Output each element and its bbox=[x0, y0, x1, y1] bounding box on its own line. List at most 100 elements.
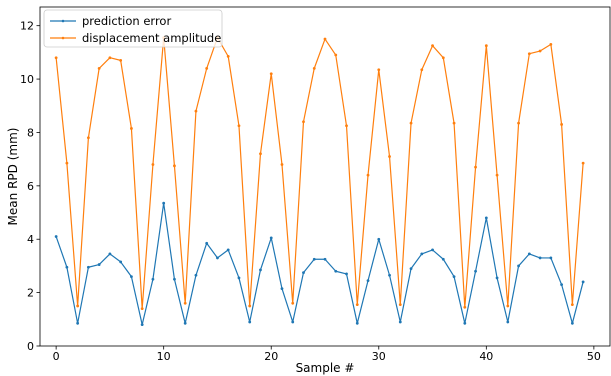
data-point-prediction-error bbox=[495, 276, 499, 280]
data-point-displacement-amplitude bbox=[183, 301, 187, 305]
data-point-displacement-amplitude bbox=[463, 305, 467, 309]
data-point-displacement-amplitude bbox=[173, 164, 176, 168]
data-point-displacement-amplitude bbox=[65, 161, 69, 165]
data-point-displacement-amplitude bbox=[581, 161, 585, 165]
legend-marker-prediction-error bbox=[61, 19, 65, 23]
data-point-prediction-error bbox=[323, 257, 327, 261]
y-tick-label: 10 bbox=[20, 73, 34, 86]
data-point-prediction-error bbox=[549, 256, 553, 260]
data-point-displacement-amplitude bbox=[334, 53, 338, 57]
legend: prediction error displacement amplitude bbox=[43, 9, 223, 48]
x-tick-label: 40 bbox=[479, 350, 493, 363]
y-tick-label: 2 bbox=[27, 287, 34, 300]
data-point-displacement-amplitude bbox=[409, 121, 413, 125]
data-point-prediction-error bbox=[216, 256, 219, 260]
data-point-prediction-error bbox=[431, 248, 434, 252]
legend-marker-displacement-amplitude bbox=[61, 36, 65, 40]
data-point-prediction-error bbox=[248, 320, 252, 324]
data-point-displacement-amplitude bbox=[431, 44, 434, 48]
y-tick-label: 6 bbox=[27, 180, 34, 193]
y-tick-label: 4 bbox=[27, 233, 34, 246]
data-point-displacement-amplitude bbox=[398, 303, 402, 307]
data-point-prediction-error bbox=[463, 321, 467, 325]
series-line-prediction-error bbox=[55, 202, 584, 326]
data-point-prediction-error bbox=[355, 321, 359, 325]
data-point-displacement-amplitude bbox=[54, 56, 58, 60]
data-point-displacement-amplitude bbox=[205, 66, 209, 70]
data-point-displacement-amplitude bbox=[388, 155, 391, 158]
data-point-displacement-amplitude bbox=[140, 307, 144, 311]
data-point-prediction-error bbox=[259, 268, 262, 272]
data-point-displacement-amplitude bbox=[570, 303, 574, 307]
data-point-prediction-error bbox=[97, 263, 101, 266]
data-point-prediction-error bbox=[183, 321, 187, 325]
data-point-displacement-amplitude bbox=[312, 66, 316, 70]
data-point-prediction-error bbox=[269, 236, 273, 240]
data-point-displacement-amplitude bbox=[377, 68, 381, 72]
data-point-prediction-error bbox=[119, 260, 123, 264]
data-point-displacement-amplitude bbox=[355, 303, 359, 307]
data-point-displacement-amplitude bbox=[538, 49, 542, 53]
data-point-displacement-amplitude bbox=[248, 304, 252, 308]
legend-label-displacement-amplitude: displacement amplitude bbox=[82, 31, 221, 45]
data-point-prediction-error bbox=[291, 320, 295, 324]
series-line-displacement-amplitude bbox=[55, 37, 584, 310]
data-point-displacement-amplitude bbox=[560, 123, 564, 126]
x-axis-label: Sample # bbox=[296, 361, 355, 375]
data-point-prediction-error bbox=[441, 257, 445, 261]
data-point-displacement-amplitude bbox=[366, 173, 370, 177]
data-point-prediction-error bbox=[409, 267, 413, 270]
data-point-prediction-error bbox=[334, 269, 338, 273]
data-point-prediction-error bbox=[581, 280, 585, 284]
data-point-prediction-error bbox=[398, 320, 402, 324]
data-point-prediction-error bbox=[474, 269, 477, 273]
x-tick-label: 30 bbox=[372, 350, 386, 363]
data-point-displacement-amplitude bbox=[76, 304, 80, 308]
data-point-prediction-error bbox=[194, 273, 198, 277]
data-point-prediction-error bbox=[484, 216, 488, 220]
x-tick-label: 0 bbox=[53, 350, 60, 363]
y-axis: 0 2 4 6 8 10 12 bbox=[20, 20, 40, 353]
data-point-prediction-error bbox=[452, 275, 456, 278]
data-point-displacement-amplitude bbox=[108, 56, 112, 60]
data-point-displacement-amplitude bbox=[119, 58, 123, 62]
data-point-prediction-error bbox=[570, 321, 574, 325]
data-point-prediction-error bbox=[76, 321, 80, 325]
data-point-prediction-error bbox=[205, 241, 209, 245]
data-point-prediction-error bbox=[345, 272, 348, 276]
data-point-prediction-error bbox=[366, 279, 370, 283]
data-point-displacement-amplitude bbox=[527, 52, 531, 56]
data-point-displacement-amplitude bbox=[226, 54, 230, 58]
y-tick-label: 8 bbox=[27, 126, 34, 139]
y-tick-label: 12 bbox=[20, 20, 34, 33]
y-axis-label: Mean RPD (mm) bbox=[6, 128, 20, 226]
data-point-prediction-error bbox=[173, 277, 176, 281]
data-point-prediction-error bbox=[65, 265, 69, 269]
plot-frame bbox=[39, 6, 611, 347]
data-point-displacement-amplitude bbox=[517, 121, 520, 125]
data-point-displacement-amplitude bbox=[291, 301, 295, 305]
data-point-prediction-error bbox=[302, 271, 305, 274]
data-point-displacement-amplitude bbox=[420, 68, 424, 72]
series-displacement-amplitude bbox=[54, 36, 585, 311]
data-point-displacement-amplitude bbox=[97, 66, 101, 70]
data-point-displacement-amplitude bbox=[194, 109, 198, 113]
data-point-displacement-amplitude bbox=[280, 163, 284, 166]
plot-lines bbox=[54, 36, 585, 327]
data-point-prediction-error bbox=[377, 237, 381, 241]
data-point-displacement-amplitude bbox=[323, 37, 327, 41]
data-point-displacement-amplitude bbox=[269, 72, 273, 76]
data-point-displacement-amplitude bbox=[86, 136, 90, 140]
data-point-displacement-amplitude bbox=[259, 152, 262, 156]
data-point-displacement-amplitude bbox=[237, 124, 241, 128]
data-point-prediction-error bbox=[86, 265, 90, 269]
data-point-displacement-amplitude bbox=[495, 173, 499, 177]
legend-box bbox=[43, 9, 223, 48]
data-point-prediction-error bbox=[560, 283, 564, 287]
data-point-prediction-error bbox=[527, 252, 531, 256]
data-point-prediction-error bbox=[151, 277, 155, 281]
data-point-displacement-amplitude bbox=[506, 304, 510, 308]
legend-label-prediction-error: prediction error bbox=[82, 14, 171, 28]
data-point-displacement-amplitude bbox=[441, 56, 445, 60]
